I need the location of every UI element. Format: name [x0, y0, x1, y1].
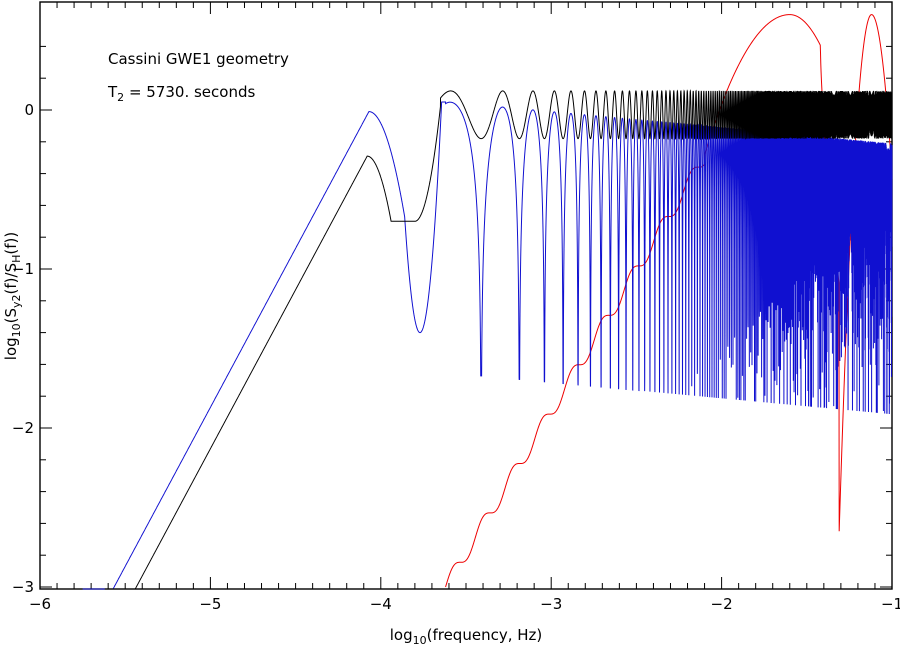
y-tick-label: −1 [12, 260, 34, 278]
x-tick-label: −1 [881, 595, 900, 613]
x-tick-label: −5 [199, 595, 221, 613]
x-axis-label: log10(frequency, Hz) [390, 626, 543, 647]
y-tick-label: −2 [12, 419, 34, 437]
x-tick-label: −6 [29, 595, 51, 613]
series-curves [82, 14, 893, 590]
series-black-curve [104, 89, 893, 590]
x-tick-label: −3 [540, 595, 562, 613]
annotation-t2: T2 = 5730. seconds [107, 83, 255, 104]
annotation-geometry: Cassini GWE1 geometry [108, 50, 289, 68]
annotation-t2-subscript: 2 [117, 91, 124, 104]
y-tick-label: 0 [24, 101, 34, 119]
annotation-t2-value: = 5730. seconds [124, 83, 255, 101]
x-tick-label: −4 [370, 595, 392, 613]
series-blue-curve [82, 101, 893, 590]
y-axis-label: log10(Sy2(f)/SH(f)) [2, 232, 23, 360]
y-tick-label: −3 [12, 578, 34, 596]
annotation-t2-symbol: T [107, 83, 118, 101]
x-tick-label: −2 [711, 595, 733, 613]
